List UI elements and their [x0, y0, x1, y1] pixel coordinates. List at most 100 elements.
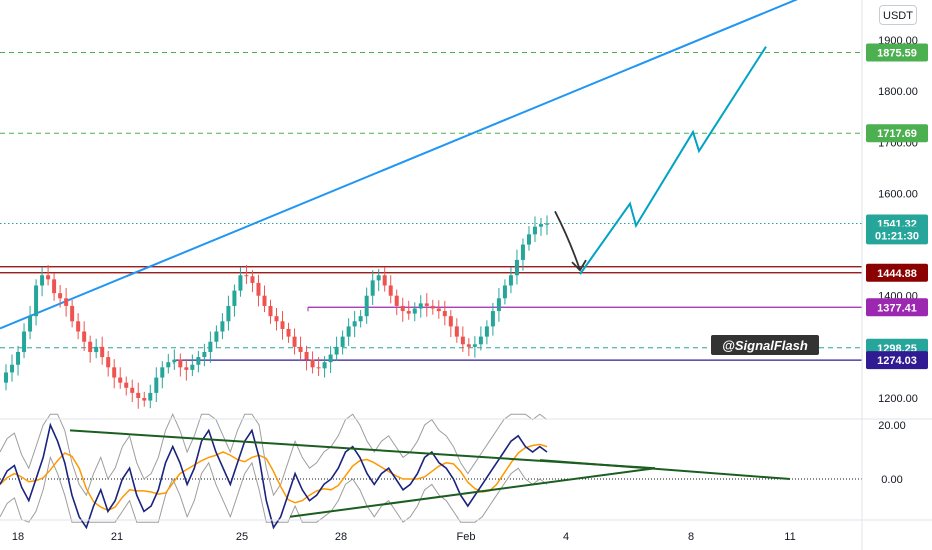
price-tag-label: 1274.03 — [877, 355, 917, 367]
candle-body — [82, 331, 87, 342]
time-tick-label: 11 — [784, 531, 795, 543]
candle-body — [172, 359, 177, 363]
time-tick-label: 25 — [236, 531, 248, 543]
lower-band — [0, 455, 548, 523]
price-tag-label: 1377.41 — [877, 302, 917, 314]
candle-body — [184, 367, 189, 370]
oscillator-pane[interactable] — [0, 412, 862, 530]
candle-body — [112, 367, 117, 378]
candle-body — [178, 359, 183, 368]
candle-body — [478, 336, 483, 345]
price-pane[interactable]: @SignalFlash — [0, 0, 862, 409]
candle-body — [70, 305, 75, 322]
watermark-box — [711, 335, 819, 355]
candle-body — [514, 259, 519, 276]
candle-body — [466, 344, 471, 347]
candle-body — [436, 308, 441, 312]
candle-body — [22, 331, 27, 352]
candle-body — [148, 392, 153, 401]
candle-body — [442, 311, 447, 317]
candle-body — [250, 276, 255, 283]
projection-path — [579, 46, 767, 275]
candle-body — [106, 357, 111, 368]
time-tick-label: Feb — [457, 531, 476, 543]
candle-body — [154, 377, 159, 393]
candle-body — [214, 331, 219, 342]
price-tick-label: 1200.00 — [878, 393, 918, 405]
candle-body — [232, 290, 237, 306]
candle-body — [472, 344, 477, 347]
candles — [4, 215, 549, 409]
time-tick-label: 4 — [563, 531, 569, 543]
candle-body — [208, 341, 213, 352]
candle-body — [388, 285, 393, 296]
candle-body — [454, 326, 459, 337]
price-tag-label: 1444.88 — [877, 268, 917, 280]
currency-button[interactable]: USDT — [879, 5, 917, 25]
time-tick-label: 8 — [688, 531, 694, 543]
candle-body — [418, 303, 423, 309]
price-tag: 01:21:30 — [866, 226, 928, 245]
price-tag: 1274.03 — [866, 351, 928, 370]
candle-body — [316, 367, 321, 369]
candle-body — [538, 224, 543, 227]
candle-body — [28, 316, 33, 332]
candle-body — [352, 321, 357, 327]
oscillator-line — [0, 422, 548, 530]
candle-body — [262, 295, 267, 306]
candle-body — [346, 326, 351, 337]
candle-body — [430, 305, 435, 309]
candle-body — [166, 362, 171, 368]
candle-body — [502, 285, 507, 299]
candle-body — [484, 326, 489, 337]
drop-arrow — [554, 210, 581, 271]
candle-body — [376, 275, 381, 281]
time-tick-label: 21 — [111, 531, 123, 543]
triangle-lower — [289, 467, 656, 518]
candle-body — [304, 351, 309, 360]
candle-body — [4, 372, 9, 383]
candle-body — [382, 275, 387, 286]
candle-body — [526, 234, 531, 245]
candle-body — [460, 336, 465, 345]
candle-body — [190, 364, 195, 370]
candle-body — [136, 392, 141, 398]
price-tag-label: 1717.69 — [877, 128, 917, 140]
candle-body — [196, 357, 201, 365]
candle-body — [545, 223, 549, 225]
candle-body — [34, 285, 39, 317]
candle-body — [448, 316, 453, 327]
candle-body — [244, 275, 249, 277]
candle-body — [268, 305, 273, 317]
triangle-extension — [539, 459, 791, 480]
candle-body — [256, 282, 261, 296]
candle-body — [142, 398, 147, 401]
candle-body — [496, 298, 501, 312]
candle-body — [328, 354, 333, 363]
upper-band — [0, 412, 548, 497]
candle-body — [202, 351, 207, 358]
price-tick-label: 1800.00 — [878, 86, 918, 98]
price-tag-box — [866, 298, 928, 317]
candle-body — [46, 275, 51, 280]
price-tag-box — [866, 351, 928, 370]
price-tag: 1377.41 — [866, 298, 928, 317]
oscillator-tick-label: 0.00 — [881, 474, 902, 486]
candle-body — [286, 328, 291, 337]
candle-body — [226, 305, 231, 322]
price-tag-box — [866, 226, 928, 245]
candle-body — [220, 321, 225, 332]
candle-body — [520, 244, 525, 260]
candle-body — [124, 382, 129, 388]
candle-body — [100, 346, 105, 358]
candle-body — [358, 316, 363, 322]
watermark-text: @SignalFlash — [722, 338, 808, 353]
candle-body — [508, 275, 513, 286]
price-tag-label: 1875.59 — [877, 47, 917, 59]
candle-body — [400, 305, 405, 312]
oscillator-tick-label: 20.00 — [878, 420, 906, 432]
candle-body — [412, 308, 417, 314]
candle-body — [58, 293, 63, 299]
candle-body — [274, 316, 279, 322]
